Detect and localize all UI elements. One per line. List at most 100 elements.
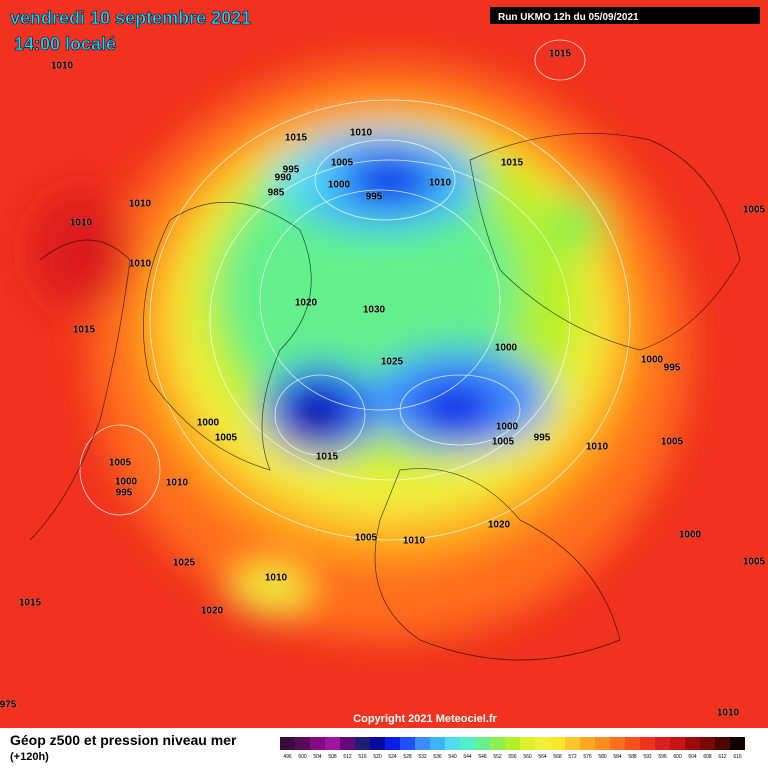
isobar-label: 1010 (350, 128, 373, 139)
scale-label: 588 (628, 754, 637, 760)
isobar-label: 1005 (743, 205, 766, 216)
scale-label: 536 (433, 754, 442, 760)
scale-label: 544 (463, 754, 472, 760)
scale-swatch (580, 737, 595, 750)
scale-label: 572 (568, 754, 577, 760)
isobar-label: 985 (268, 188, 285, 199)
scale-swatch (685, 737, 700, 750)
scale-swatch (715, 737, 730, 750)
time: 14:00 localé (14, 34, 116, 54)
isobar-label: 1010 (265, 573, 288, 584)
isobar-label: 995 (283, 165, 300, 176)
isobar-label: 1005 (355, 533, 378, 544)
scale-swatch (625, 737, 640, 750)
scale-label: 516 (358, 754, 367, 760)
scale-label: 504 (313, 754, 322, 760)
color-scale: 496 500 504 508 512 516 520 524 528 532 536 540 544 5… (280, 737, 745, 760)
isobar-label: 1000 (641, 355, 664, 366)
isobar-label: 1000 (197, 418, 220, 429)
isobar-label: 990 (275, 173, 292, 184)
isobar-label: 1010 (429, 178, 452, 189)
scale-label: 540 (448, 754, 457, 760)
copyright: Copyright 2021 Meteociel.fr (353, 713, 497, 725)
scale-swatch (355, 737, 370, 750)
scale-label: 500 (298, 754, 307, 760)
isobar-label: 1010 (586, 442, 609, 453)
isobar-label: 1025 (381, 357, 404, 368)
isobar-label: 975 (0, 700, 17, 711)
scale-swatch (385, 737, 400, 750)
scale-swatch (670, 737, 685, 750)
isobar-label: 1010 (70, 218, 93, 229)
isobar-label: 1020 (295, 298, 318, 309)
isobar-label: 1015 (73, 325, 96, 336)
scale-swatch (535, 737, 550, 750)
scale-swatch (280, 737, 295, 750)
legend-subtitle: (+120h) (10, 751, 49, 763)
scale-swatch (595, 737, 610, 750)
scale-swatch (730, 737, 745, 750)
scale-label: 612 (718, 754, 727, 760)
run-info: Run UKMO 12h du 05/09/2021 (498, 12, 639, 23)
scale-swatch (325, 737, 340, 750)
run-box (490, 7, 760, 24)
isobar-label: 1005 (215, 433, 238, 444)
isobar-label: 1015 (316, 452, 339, 463)
scale-swatch (445, 737, 460, 750)
scale-swatch (340, 737, 355, 750)
field (0, 0, 768, 728)
isobar-label: 1015 (285, 133, 308, 144)
isobar-label: 1010 (51, 61, 74, 72)
isobar-label: 1020 (201, 606, 224, 617)
scale-swatch (565, 737, 580, 750)
isobar-label: 1015 (19, 598, 42, 609)
scale-swatch (640, 737, 655, 750)
scale-label: 564 (538, 754, 547, 760)
scale-label: 604 (688, 754, 697, 760)
scale-label: 584 (613, 754, 622, 760)
isobar-label: 995 (366, 192, 383, 203)
isobar-label: 1000 (328, 180, 351, 191)
isobar-label: 1000 (495, 343, 518, 354)
date: vendredi 10 septembre 2021 (10, 8, 251, 28)
legend-title: Géop z500 et pression niveau mer (10, 732, 237, 748)
isobar-label: 1010 (129, 259, 152, 270)
isobar-label: 1005 (661, 437, 684, 448)
scale-swatch (400, 737, 415, 750)
isobar-label: 1010 (403, 536, 426, 547)
isobar-label: 1000 (679, 530, 702, 541)
scale-swatch (430, 737, 445, 750)
scale-swatch (460, 737, 475, 750)
scale-label: 616 (733, 754, 742, 760)
isobar-label: 1005 (492, 437, 515, 448)
scale-swatch (370, 737, 385, 750)
scale-swatch (490, 737, 505, 750)
scale-label: 608 (703, 754, 712, 760)
scale-label: 528 (403, 754, 412, 760)
scale-label: 496 (283, 754, 292, 760)
isobar-label: 1005 (331, 158, 354, 169)
scale-label: 520 (373, 754, 382, 760)
isobar-label: 1010 (166, 478, 189, 489)
isobar-label: 1005 (743, 557, 766, 568)
scale-label: 548 (478, 754, 487, 760)
scale-label: 560 (523, 754, 532, 760)
scale-swatch (520, 737, 535, 750)
isobar-label: 1025 (173, 558, 196, 569)
scale-label: 532 (418, 754, 427, 760)
scale-swatch (610, 737, 625, 750)
scale-label: 576 (583, 754, 592, 760)
scale-label: 552 (493, 754, 502, 760)
isobar-label: 1010 (129, 199, 152, 210)
isobar-label: 1015 (549, 49, 572, 60)
isobar-label: 1000 (115, 477, 138, 488)
isobar-label: 1015 (501, 158, 524, 169)
scale-swatch (310, 737, 325, 750)
isobar-label: 995 (116, 488, 133, 499)
isobar-label: 1005 (109, 458, 132, 469)
scale-label: 556 (508, 754, 517, 760)
scale-swatch (475, 737, 490, 750)
scale-swatch (415, 737, 430, 750)
